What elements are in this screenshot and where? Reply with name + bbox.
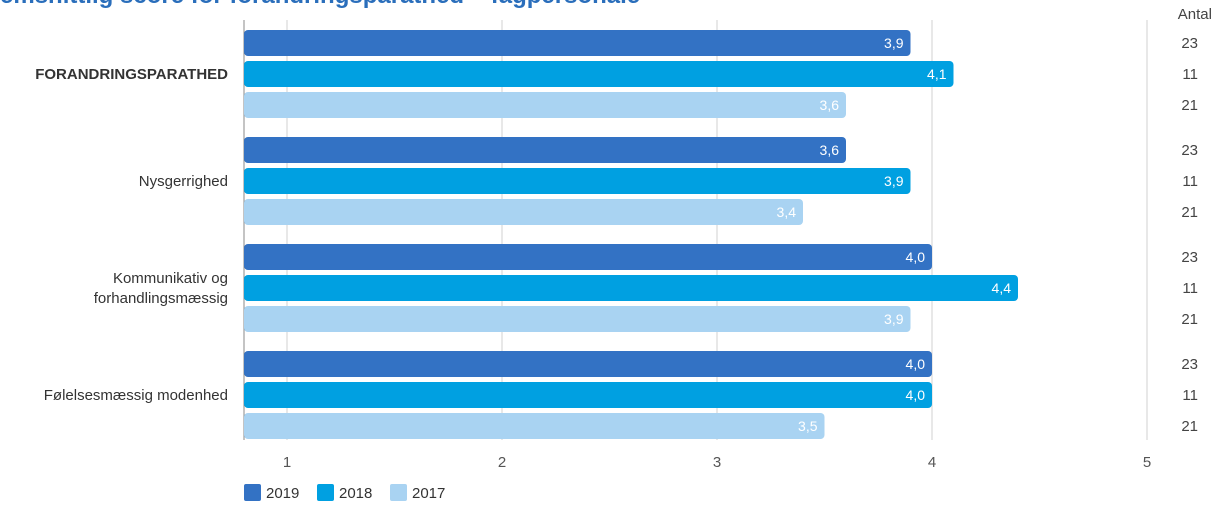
count-value: 23 — [1181, 142, 1198, 159]
category-label-line: Følelsesmæssig modenhed — [44, 387, 228, 404]
bar — [244, 306, 911, 332]
bar — [244, 137, 846, 163]
category-label-line: Kommunikativ og — [113, 270, 228, 287]
count-value: 21 — [1181, 418, 1198, 435]
x-tick-label: 3 — [713, 454, 721, 471]
data-label: 3,5 — [798, 418, 818, 434]
bar — [244, 351, 932, 377]
data-label: 3,9 — [884, 173, 904, 189]
bar — [244, 199, 803, 225]
chart-title: emsnittlig score for forandringsparathed… — [0, 0, 640, 11]
bar — [244, 168, 911, 194]
category-label: Følelsesmæssig modenhed — [44, 387, 228, 404]
category-label: Nysgerrighed — [139, 173, 228, 190]
category-label-line: Nysgerrighed — [139, 173, 228, 190]
data-label: 3,4 — [777, 204, 797, 220]
category-label: Kommunikativ og forhandlingsmæssig — [94, 270, 228, 307]
x-tick-label: 2 — [498, 454, 506, 471]
x-tick-label: 1 — [283, 454, 291, 471]
bar — [244, 413, 825, 439]
legend-label: 2019 — [266, 485, 299, 502]
category-label-line: forhandlingsmæssig — [94, 290, 228, 307]
legend-swatch — [390, 484, 407, 501]
count-value: 23 — [1181, 356, 1198, 373]
count-value: 23 — [1181, 249, 1198, 266]
data-label: 3,6 — [820, 142, 840, 158]
data-label: 3,6 — [820, 97, 840, 113]
data-label: 4,0 — [906, 249, 926, 265]
legend-swatch — [244, 484, 261, 501]
legend-label: 2018 — [339, 485, 372, 502]
count-value: 11 — [1182, 387, 1198, 404]
bar — [244, 275, 1018, 301]
count-value: 11 — [1182, 280, 1198, 297]
count-header: Antal — [1178, 6, 1212, 23]
x-tick-label: 4 — [928, 454, 936, 471]
count-value: 21 — [1181, 97, 1198, 114]
bar — [244, 92, 846, 118]
data-label: 4,0 — [906, 387, 926, 403]
count-value: 23 — [1181, 35, 1198, 52]
data-label: 3,9 — [884, 311, 904, 327]
data-label: 3,9 — [884, 35, 904, 51]
data-label: 4,0 — [906, 356, 926, 372]
category-label-line: FORANDRINGSPARATHED — [35, 66, 228, 83]
count-value: 11 — [1182, 173, 1198, 190]
count-value: 21 — [1181, 311, 1198, 328]
data-label: 4,1 — [927, 66, 947, 82]
count-value: 21 — [1181, 204, 1198, 221]
legend-label: 2017 — [412, 485, 445, 502]
bar — [244, 61, 954, 87]
data-label: 4,4 — [992, 280, 1012, 296]
count-value: 11 — [1182, 66, 1198, 83]
bar — [244, 30, 911, 56]
category-label: FORANDRINGSPARATHED — [35, 66, 228, 83]
bar — [244, 244, 932, 270]
x-tick-label: 5 — [1143, 454, 1151, 471]
legend-swatch — [317, 484, 334, 501]
bar — [244, 382, 932, 408]
